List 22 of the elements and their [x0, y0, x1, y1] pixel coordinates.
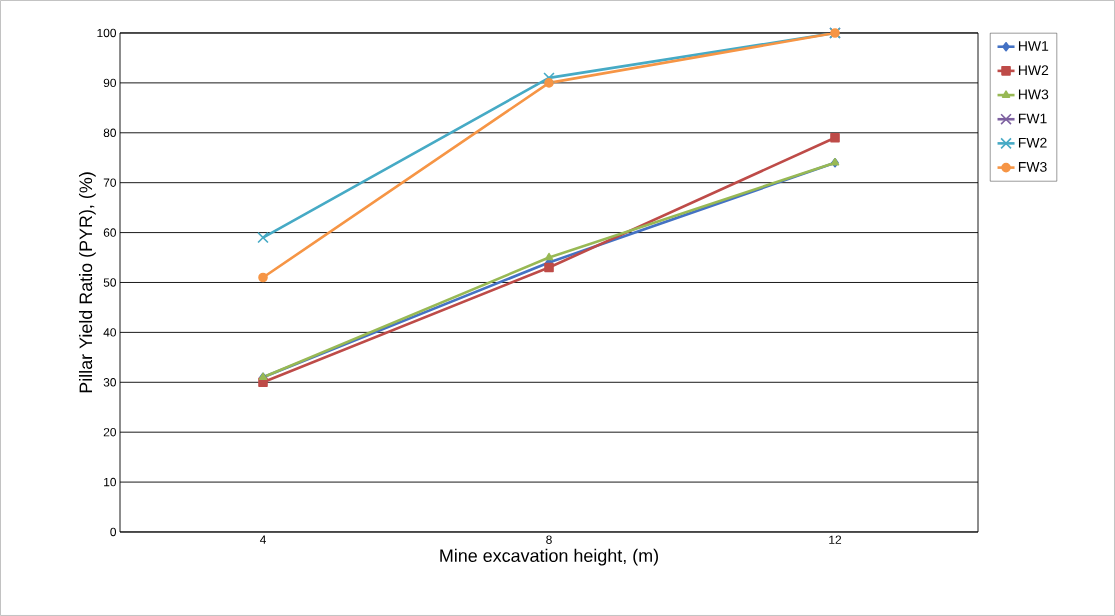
y-tick-label: 0 — [110, 527, 117, 537]
y-tick-label: 60 — [103, 228, 117, 237]
x-tick-label: 12 — [829, 535, 842, 544]
legend-label: HW2 — [1018, 65, 1049, 75]
y-tick-label: 20 — [103, 427, 117, 437]
x-axis-title: Mine excavation height, (m) — [440, 548, 658, 566]
y-tick-label: 50 — [103, 278, 117, 287]
x-tick-label: 4 — [259, 535, 266, 544]
y-tick-label: 90 — [103, 78, 117, 88]
y-tick-label: 10 — [104, 477, 117, 487]
legend-label: FW2 — [1018, 137, 1047, 148]
y-tick-label: 30 — [103, 378, 117, 387]
legend-label: FW1 — [1018, 113, 1047, 124]
x-tick-label: 8 — [546, 535, 552, 544]
y-tick-label: 100 — [97, 28, 117, 38]
y-tick-label: 70 — [103, 178, 117, 187]
y-tick-label: 40 — [103, 328, 117, 337]
y-tick-label: 80 — [103, 128, 117, 138]
legend-label: FW3 — [1018, 161, 1047, 172]
legend-label: HW1 — [1018, 41, 1049, 51]
legend-label: HW3 — [1018, 89, 1049, 100]
y-axis-title: Pillar Yield Ratio (PYR), (%) — [78, 172, 96, 393]
